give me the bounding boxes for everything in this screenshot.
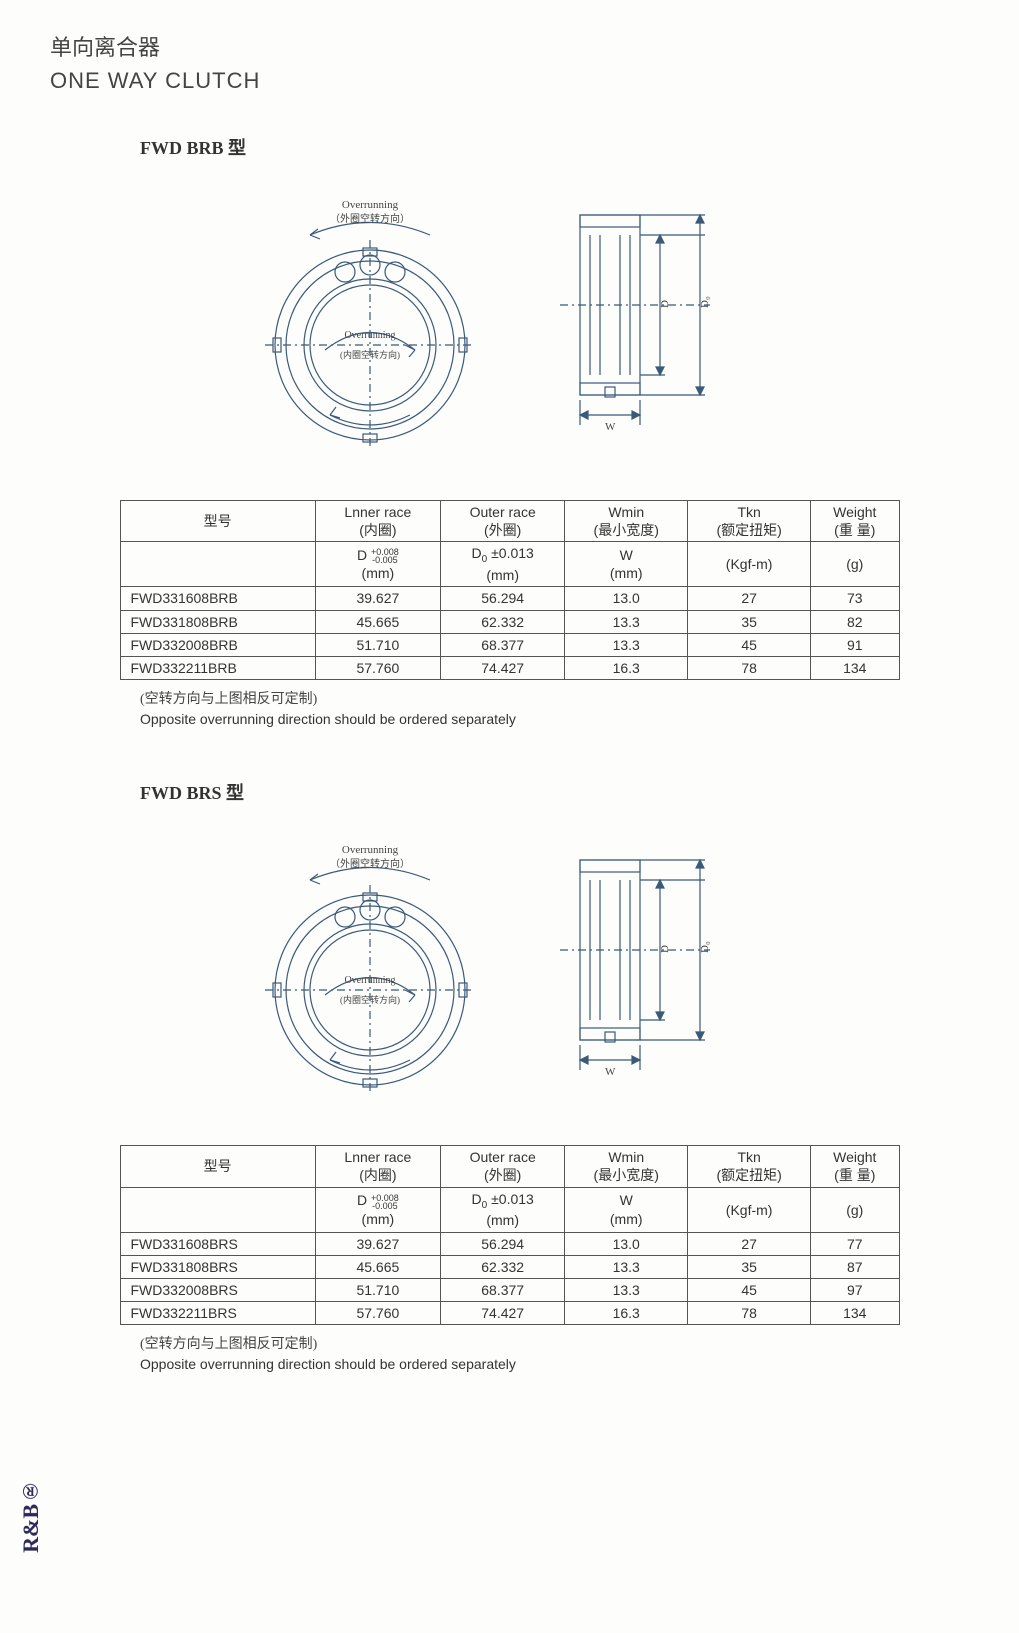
diagram-row-brb: Overrunning （外圈空转方向） [50,180,969,460]
page-title-en: ONE WAY CLUTCH [50,68,969,94]
table-unit-row: D +0.008-0.005(mm) D0 ±0.013(mm) W(mm) (… [120,542,899,587]
page-title-cn: 单向离合器 [50,30,969,62]
front-view-diagram-brs: Overrunning （外圈空转方向） [250,825,490,1105]
svg-text:D: D [659,945,671,953]
note-brs: (空转方向与上图相反可定制) Opposite overrunning dire… [140,1335,969,1374]
table-row: FWD332211BRB57.76074.42716.378134 [120,656,899,679]
col-tkn: Tkn (额定扭矩) [688,1146,811,1187]
table-row: FWD331808BRB45.66562.33213.33582 [120,610,899,633]
overrunning-label: Overrunning [341,199,398,211]
col-tkn: Tkn (额定扭矩) [688,501,811,542]
col-outer: Outer race (外圈) [441,501,565,542]
table-row: FWD331608BRB39.62756.29413.02773 [120,587,899,610]
svg-text:Overrunning: Overrunning [344,975,395,986]
section-title-brb: FWD BRB 型 [140,134,969,160]
front-view-diagram: Overrunning （外圈空转方向） [250,180,490,460]
col-model: 型号 [120,1146,315,1187]
svg-text:D₀: D₀ [699,296,711,308]
svg-text:Overrunning: Overrunning [341,844,398,856]
svg-text:（外圈空转方向）: （外圈空转方向） [330,857,410,870]
spec-table-brb: 型号 Lnner race (内圈) Outer race (外圈) Wmin … [120,500,900,680]
inner-dir-label: (内圈空转方向) [340,349,400,360]
table-row: FWD332008BRS51.71068.37713.34597 [120,1279,899,1302]
col-wmin: Wmin (最小宽度) [565,1146,688,1187]
section-title-brs: FWD BRS 型 [140,779,969,805]
col-outer: Outer race (外圈) [441,1146,565,1187]
col-inner: Lnner race (内圈) [315,1146,440,1187]
col-inner: Lnner race (内圈) [315,501,440,542]
table-row: FWD332211BRS57.76074.42716.378134 [120,1302,899,1325]
svg-text:W: W [605,1066,616,1078]
spec-table-brs: 型号 Lnner race (内圈) Outer race (外圈) Wmin … [120,1145,900,1325]
table-unit-row: D +0.008-0.005(mm) D0 ±0.013(mm) W(mm) (… [120,1187,899,1232]
side-view-diagram-brs: D D₀ W [550,850,770,1080]
side-view-diagram: D D₀ W [550,205,770,435]
brand-logo: R&B® [18,1479,44,1553]
col-weight: Weight (重 量) [811,1146,899,1187]
inner-overrunning-label: Overrunning [344,330,395,341]
col-weight: Weight (重 量) [811,501,899,542]
table-header-row: 型号 Lnner race (内圈) Outer race (外圈) Wmin … [120,501,899,542]
table-row: FWD331608BRS39.62756.29413.02777 [120,1232,899,1255]
note-brb: (空转方向与上图相反可定制) Opposite overrunning dire… [140,690,969,729]
table-row: FWD331808BRS45.66562.33213.33587 [120,1255,899,1278]
outer-dir-label: （外圈空转方向） [330,212,410,225]
table-header-row: 型号 Lnner race (内圈) Outer race (外圈) Wmin … [120,1146,899,1187]
svg-text:D₀: D₀ [699,941,711,953]
table-row: FWD332008BRB51.71068.37713.34591 [120,633,899,656]
svg-text:W: W [605,421,616,433]
col-wmin: Wmin (最小宽度) [565,501,688,542]
svg-text:D: D [659,300,671,308]
col-model: 型号 [120,501,315,542]
svg-text:(内圈空转方向): (内圈空转方向) [340,994,400,1005]
diagram-row-brs: Overrunning （外圈空转方向） [50,825,969,1105]
